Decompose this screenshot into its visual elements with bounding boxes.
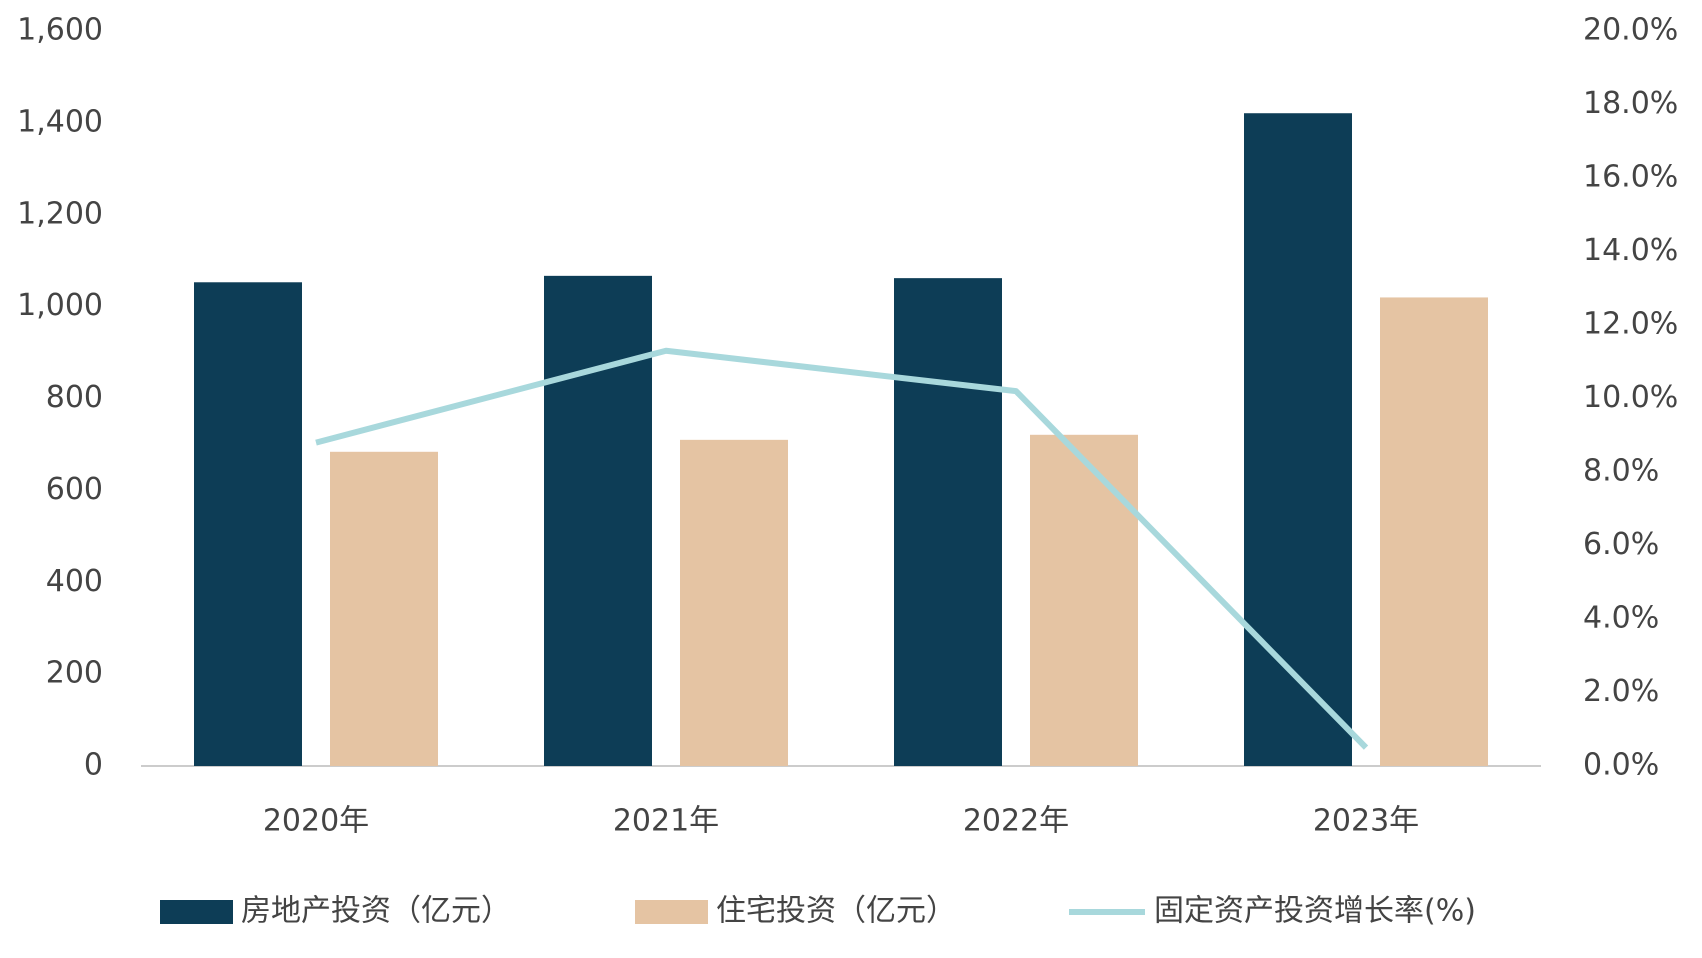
y2-tick-label: 2.0% — [1583, 674, 1659, 709]
y-tick-label: 1,200 — [17, 196, 103, 231]
y-tick-label: 400 — [46, 564, 103, 599]
y-tick-label: 1,400 — [17, 104, 103, 139]
y2-tick-label: 18.0% — [1583, 86, 1678, 121]
legend-label: 房地产投资（亿元） — [241, 894, 511, 929]
y-tick-label: 1,600 — [17, 13, 103, 48]
bar — [1244, 113, 1352, 766]
line — [315, 347, 1369, 750]
y-tick-label: 800 — [46, 380, 103, 415]
x-tick-label: 2022年 — [963, 804, 1069, 839]
y2-tick-label: 6.0% — [1583, 527, 1659, 562]
y2-tick-label: 8.0% — [1583, 454, 1659, 489]
y-tick-label: 200 — [46, 656, 103, 691]
y2-tick-label: 10.0% — [1583, 380, 1678, 415]
y-tick-label: 600 — [46, 472, 103, 507]
x-tick-label: 2023年 — [1313, 804, 1419, 839]
y2-tick-label: 16.0% — [1583, 160, 1678, 195]
y2-tick-label: 14.0% — [1583, 233, 1678, 268]
y2-tick-label: 4.0% — [1583, 601, 1659, 636]
bar — [1030, 434, 1138, 766]
bar — [894, 278, 1002, 766]
y2-tick-label: 0.0% — [1583, 748, 1659, 783]
legend-swatch — [160, 900, 233, 924]
y-tick-label: 0 — [84, 748, 103, 783]
x-tick-label: 2021年 — [613, 804, 719, 839]
bar — [1380, 297, 1488, 766]
x-tick-label: 2020年 — [263, 804, 369, 839]
y2-tick-label: 20.0% — [1583, 13, 1678, 48]
legend-label: 固定资产投资增长率(%) — [1154, 894, 1476, 929]
bar — [680, 439, 788, 766]
y-tick-label: 1,000 — [17, 288, 103, 323]
legend-swatch — [635, 900, 708, 924]
legend-label: 住宅投资（亿元） — [716, 894, 956, 929]
bar — [330, 451, 438, 766]
y2-tick-label: 12.0% — [1583, 307, 1678, 342]
bar — [194, 282, 302, 766]
bar — [544, 275, 652, 766]
